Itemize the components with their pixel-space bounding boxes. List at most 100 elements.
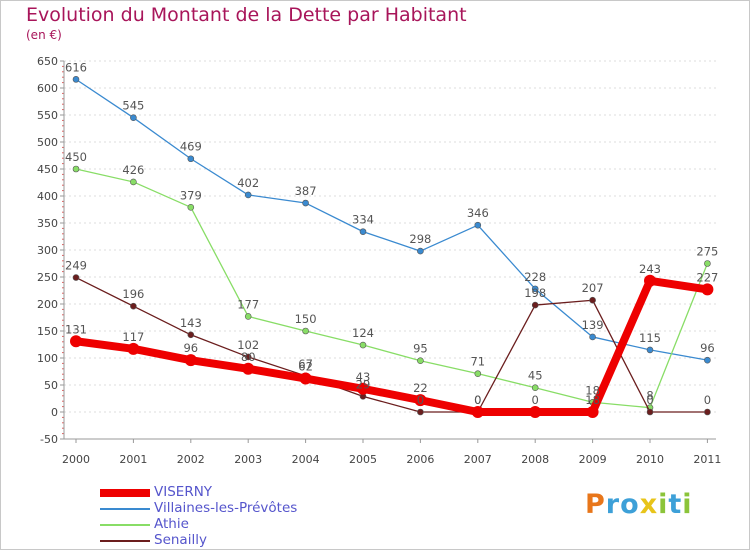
data-point bbox=[187, 331, 195, 339]
legend-label: Senailly bbox=[154, 532, 207, 548]
data-label: 45 bbox=[528, 369, 543, 383]
data-point bbox=[127, 342, 140, 355]
data-label: 117 bbox=[122, 330, 144, 344]
data-label: 275 bbox=[696, 245, 718, 259]
data-label: 450 bbox=[65, 150, 87, 164]
data-label: 228 bbox=[524, 270, 546, 284]
y-tick-label: 550 bbox=[37, 109, 58, 122]
data-label: 298 bbox=[409, 232, 431, 246]
data-label: 469 bbox=[180, 140, 202, 154]
y-tick-label: -50 bbox=[40, 433, 58, 446]
data-point bbox=[414, 394, 427, 407]
legend-swatch bbox=[100, 524, 150, 526]
data-label: 139 bbox=[582, 318, 604, 332]
data-label: 29 bbox=[356, 377, 371, 391]
data-point bbox=[72, 165, 80, 173]
data-point bbox=[244, 191, 252, 199]
data-point bbox=[70, 335, 82, 348]
data-point bbox=[417, 408, 424, 416]
data-label: 96 bbox=[700, 341, 715, 355]
series-line bbox=[75, 168, 709, 409]
series-line bbox=[75, 276, 709, 413]
data-label: 346 bbox=[467, 206, 489, 220]
data-point bbox=[187, 204, 195, 211]
data-point bbox=[242, 362, 255, 375]
data-label: 0 bbox=[646, 393, 653, 407]
y-tick-label: 200 bbox=[37, 298, 58, 311]
data-label: 18 bbox=[585, 393, 600, 407]
data-point bbox=[589, 333, 596, 341]
data-point bbox=[244, 313, 252, 320]
data-point bbox=[187, 155, 195, 163]
x-tick-label: 2002 bbox=[177, 453, 205, 466]
data-point bbox=[72, 76, 80, 83]
data-label: 402 bbox=[237, 176, 259, 190]
series-lines bbox=[70, 76, 714, 418]
data-label: 115 bbox=[639, 331, 661, 345]
legend-label: VISERNY bbox=[154, 484, 213, 500]
data-point bbox=[417, 247, 424, 255]
data-label: 102 bbox=[237, 338, 259, 352]
data-label: 196 bbox=[122, 287, 144, 301]
axes: -500501001502002503003504004505005506006… bbox=[37, 55, 721, 466]
y-tick-label: 50 bbox=[44, 379, 58, 392]
data-point bbox=[244, 353, 252, 361]
data-label: 62 bbox=[298, 360, 313, 374]
data-label: 95 bbox=[413, 342, 428, 356]
data-point bbox=[701, 283, 714, 296]
y-tick-label: 350 bbox=[37, 217, 58, 230]
data-point bbox=[72, 274, 80, 281]
data-point bbox=[474, 221, 482, 229]
data-label: 379 bbox=[180, 188, 202, 202]
logo-letter: P bbox=[585, 489, 606, 520]
data-point bbox=[644, 274, 656, 287]
data-label: 177 bbox=[237, 297, 259, 311]
data-point bbox=[474, 370, 482, 377]
y-tick-label: 400 bbox=[37, 190, 58, 203]
x-tick-label: 2011 bbox=[693, 453, 721, 466]
data-point bbox=[589, 296, 596, 304]
data-label: 0 bbox=[704, 393, 711, 407]
data-label: 18 bbox=[585, 383, 600, 397]
data-point bbox=[646, 346, 654, 354]
legend-label: Villaines-les-Prévôtes bbox=[154, 500, 298, 516]
data-label: 334 bbox=[352, 213, 374, 227]
y-tick-label: 450 bbox=[37, 163, 58, 176]
data-label: 227 bbox=[696, 270, 718, 284]
y-tick-label: 600 bbox=[37, 82, 58, 95]
x-tick-label: 2007 bbox=[464, 453, 492, 466]
data-point bbox=[704, 356, 711, 364]
y-tick-label: 300 bbox=[37, 244, 58, 257]
data-point bbox=[299, 372, 312, 385]
y-tick-label: 650 bbox=[37, 55, 58, 68]
data-label: 131 bbox=[65, 322, 87, 336]
data-point bbox=[359, 228, 367, 235]
x-tick-label: 2006 bbox=[406, 453, 434, 466]
x-tick-label: 2009 bbox=[579, 453, 607, 466]
data-label: 0 bbox=[474, 393, 481, 407]
data-label: 67 bbox=[298, 357, 313, 371]
data-label: 387 bbox=[295, 184, 317, 198]
logo-letter: t bbox=[668, 489, 683, 520]
logo-letter: i bbox=[682, 489, 693, 520]
x-tick-label: 2001 bbox=[119, 453, 147, 466]
chart-title: Evolution du Montant de la Dette par Hab… bbox=[26, 4, 467, 26]
data-point bbox=[471, 406, 484, 418]
x-tick-label: 2003 bbox=[234, 453, 262, 466]
data-label: 8 bbox=[646, 389, 653, 403]
data-label: 426 bbox=[122, 163, 144, 177]
x-tick-label: 2010 bbox=[636, 453, 664, 466]
data-point bbox=[704, 408, 711, 416]
data-label: 207 bbox=[582, 281, 604, 295]
x-tick-label: 2000 bbox=[62, 453, 90, 466]
data-point bbox=[531, 384, 539, 392]
data-point bbox=[529, 406, 542, 418]
data-label: 80 bbox=[241, 350, 256, 364]
legend-swatch bbox=[100, 508, 150, 510]
y-tick-label: 500 bbox=[37, 136, 58, 149]
series-line bbox=[72, 276, 712, 416]
grid-lines bbox=[64, 60, 716, 440]
